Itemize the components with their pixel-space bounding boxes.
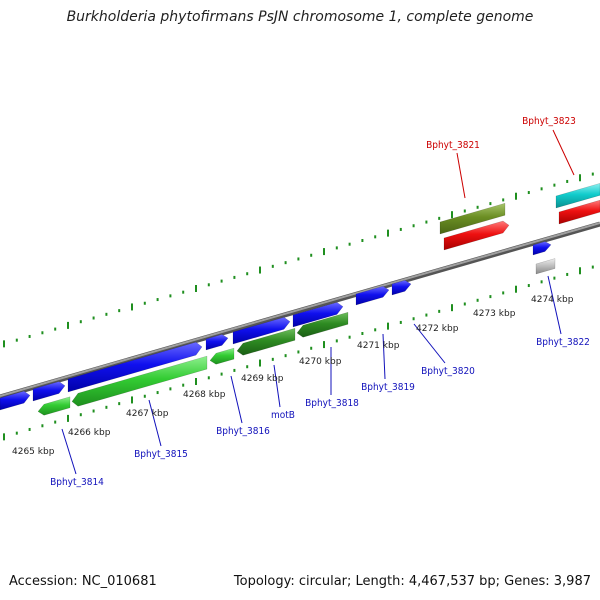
gene-label-bphyt-3822[interactable]: Bphyt_3822	[536, 337, 590, 348]
feature-bphyt-3821-red[interactable]	[443, 220, 510, 251]
gene-label-bphyt-3814[interactable]: Bphyt_3814	[50, 477, 104, 488]
accession-text: Accession: NC_010681	[9, 574, 157, 589]
kbp-labels: 4265 kbp 4266 kbp 4267 kbp 4268 kbp 4269 kbp…	[12, 295, 574, 457]
leader-line	[230, 375, 243, 424]
kbp-label: 4271 kbp	[357, 341, 400, 351]
leader-line	[61, 428, 77, 475]
feature-bphyt-3814[interactable]	[32, 381, 66, 402]
kbp-label: 4265 kbp	[12, 447, 55, 457]
kbp-label: 4270 kbp	[299, 357, 342, 367]
gene-label-bphyt-3823[interactable]: Bphyt_3823	[522, 116, 576, 127]
feature-bphyt-3818[interactable]	[292, 302, 344, 328]
feature-track	[0, 183, 600, 416]
feature-bphyt-3823[interactable]	[555, 183, 600, 209]
feature-rev-3816[interactable]	[209, 347, 235, 365]
feature-rev-3818[interactable]	[296, 311, 349, 338]
gene-label-bphyt-3820[interactable]: Bphyt_3820	[421, 366, 475, 377]
feature-bphyt-3816[interactable]	[205, 334, 229, 351]
feature-bphyt-3822-grey[interactable]	[535, 258, 556, 275]
gene-label-bphyt-3816[interactable]: Bphyt_3816	[216, 426, 270, 437]
feature-rev-motb[interactable]	[236, 327, 296, 356]
kbp-label: 4272 kbp	[416, 324, 459, 334]
feature-bphyt-3823-red[interactable]	[558, 199, 600, 225]
kbp-label: 4266 kbp	[68, 428, 111, 438]
feature-bphyt-3813[interactable]	[0, 390, 31, 411]
leader-line	[382, 333, 386, 380]
leader-line	[413, 323, 446, 364]
feature-rev-3815[interactable]	[71, 355, 208, 407]
feature-bphyt-3821[interactable]	[439, 202, 506, 235]
gene-label-motb[interactable]: motB	[271, 410, 295, 421]
kbp-label: 4273 kbp	[473, 309, 516, 319]
leader-line	[547, 275, 562, 335]
kbp-label: 4268 kbp	[183, 390, 226, 400]
feature-bphyt-3819[interactable]	[355, 285, 390, 306]
map-title: Burkholderia phytofirmans PsJN chromosom…	[66, 9, 534, 25]
gene-label-bphyt-3815[interactable]: Bphyt_3815	[134, 449, 188, 460]
leader-line	[273, 364, 281, 408]
gene-label-bphyt-3821[interactable]: Bphyt_3821	[426, 140, 480, 151]
leader-line	[456, 152, 466, 199]
gene-label-bphyt-3819[interactable]: Bphyt_3819	[361, 382, 415, 393]
leader-line	[148, 399, 162, 447]
feature-motb[interactable]	[232, 317, 291, 345]
inner-tick-track	[3, 265, 594, 441]
leader-line	[552, 129, 575, 176]
feature-bphyt-3815[interactable]	[67, 341, 203, 393]
gene-label-bphyt-3818[interactable]: Bphyt_3818	[305, 398, 359, 409]
genome-summary-text: Topology: circular; Length: 4,467,537 bp…	[233, 574, 591, 589]
label-leader-lines	[61, 129, 575, 475]
kbp-label: 4274 kbp	[531, 295, 574, 305]
feature-bphyt-3822-upper[interactable]	[532, 241, 552, 256]
outer-tick-track	[3, 172, 594, 348]
kbp-label: 4269 kbp	[241, 374, 284, 384]
feature-rev-3814[interactable]	[37, 396, 71, 416]
feature-bphyt-3820[interactable]	[391, 279, 412, 296]
kbp-label: 4267 kbp	[126, 409, 169, 419]
backbone	[0, 221, 600, 400]
